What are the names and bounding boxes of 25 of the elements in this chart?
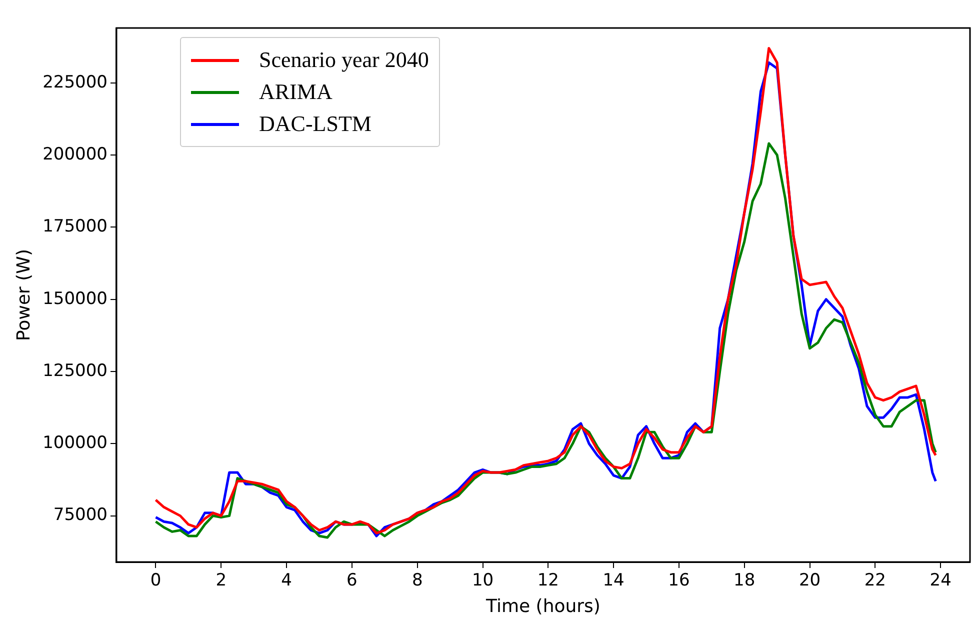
x-tick-label: 0	[150, 570, 162, 591]
y-tick-label: 125000	[42, 360, 108, 381]
x-tick-label: 10	[472, 570, 494, 591]
y-tick-label: 175000	[42, 216, 108, 237]
x-tick-label: 24	[930, 570, 952, 591]
x-tick-label: 22	[864, 570, 886, 591]
legend-label: Scenario year 2040	[259, 46, 429, 74]
y-tick-label: 200000	[42, 144, 108, 164]
x-tick-label: 14	[602, 570, 624, 591]
y-tick-label: 225000	[42, 72, 108, 92]
x-tick-label: 16	[668, 570, 690, 591]
x-tick-label: 8	[412, 570, 423, 591]
y-tick-label: 150000	[42, 288, 108, 309]
x-tick-label: 12	[537, 570, 559, 591]
x-tick-label: 18	[734, 570, 756, 591]
x-tick-label: 6	[346, 570, 358, 591]
y-tick-label: 75000	[53, 505, 108, 526]
x-axis-title: Time (hours)	[485, 596, 600, 617]
x-tick-label: 4	[281, 570, 292, 591]
y-axis-title: Power (W)	[13, 249, 34, 341]
y-tick-label: 100000	[42, 433, 108, 454]
legend-label: DAC-LSTM	[259, 110, 372, 138]
x-tick-label: 2	[216, 570, 227, 591]
x-tick-label: 20	[798, 570, 821, 591]
legend-label: ARIMA	[259, 78, 332, 106]
